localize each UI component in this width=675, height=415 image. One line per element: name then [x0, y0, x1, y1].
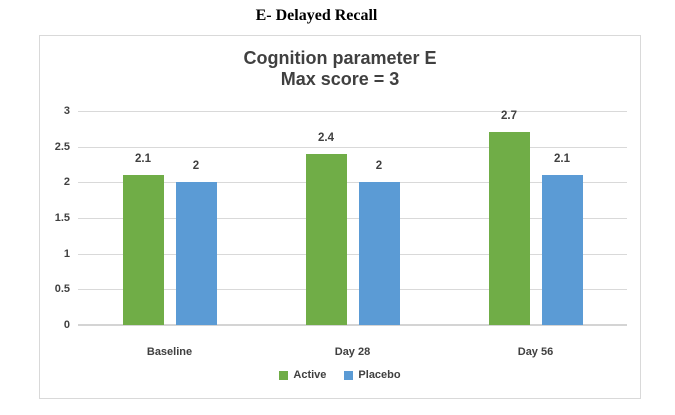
y-tick-label-2.5: 2.5: [54, 140, 70, 153]
value-label-active-baseline: 2.1: [135, 153, 151, 166]
legend: Active Placebo: [40, 369, 640, 381]
y-tick-label-1.5: 1.5: [54, 212, 70, 224]
gridline-1.5: [78, 218, 627, 219]
value-label-placebo-day-56: 2.1: [554, 153, 570, 166]
bar-placebo-day-56: [541, 175, 583, 325]
y-tick-label-3: 3: [63, 105, 70, 117]
x-axis-label-baseline: Baseline: [146, 346, 193, 358]
gridline-3: [78, 111, 627, 112]
bar-active-day-28: [305, 153, 347, 325]
legend-item-active: Active: [279, 369, 326, 381]
y-tick-label-0.5: 0.5: [54, 283, 70, 296]
legend-swatch-icon-placebo: [344, 370, 354, 380]
bar-placebo-day-28: [358, 182, 400, 325]
bar-active-baseline: [122, 175, 164, 325]
y-tick-label-1: 1: [63, 247, 70, 260]
chart-title: Cognition parameter E Max score = 3: [40, 48, 640, 90]
chart-frame: Cognition parameter E Max score = 3 0 0.5…: [39, 35, 641, 399]
chart-title-line2: Max score = 3: [280, 69, 400, 89]
page-title: E- Delayed Recall: [255, 7, 378, 24]
legend-label-active: Active: [293, 369, 327, 381]
legend-label-placebo: Placebo: [358, 369, 401, 381]
legend-item-placebo: Placebo: [344, 369, 401, 381]
value-label-placebo-baseline: 2: [192, 160, 200, 173]
value-label-placebo-day-28: 2: [375, 160, 383, 173]
gridline-2.5: [78, 146, 627, 148]
gridline-1: [78, 253, 627, 255]
y-tick-label-0: 0: [63, 319, 70, 331]
y-tick-label-2: 2: [63, 176, 70, 189]
value-label-active-day-56: 2.7: [501, 110, 517, 123]
bar-active-day-56: [488, 132, 530, 325]
legend-swatch-icon-active: [279, 370, 289, 380]
x-axis-line: [78, 324, 627, 326]
x-axis-label-day-28: Day 28: [334, 346, 371, 358]
x-axis-label-day-56: Day 56: [517, 346, 554, 358]
bar-placebo-baseline: [175, 182, 217, 325]
gridline-0.5: [78, 289, 627, 291]
value-label-active-day-28: 2.4: [318, 131, 334, 144]
chart-title-line1: Cognition parameter E: [243, 48, 437, 68]
gridline-2: [78, 182, 627, 184]
plot-area: 0 0.5 1 1.5 2 2.5 3 2.1 2.4 2.7 2 2 2.1 Baseline Day 2…: [55, 105, 627, 358]
